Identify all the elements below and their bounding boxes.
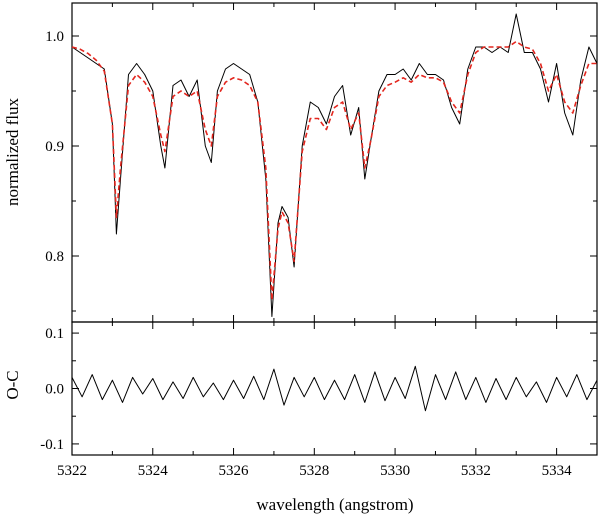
residual-axis-title: O-C [3, 370, 22, 399]
x-tick-label: 5334 [542, 463, 573, 479]
x-tick-label: 5332 [461, 463, 491, 479]
flux-panel: 0.8 0.9 1.0 [45, 2, 598, 323]
y-tick-label: -0.1 [40, 437, 64, 453]
series-residuals [71, 365, 598, 412]
wavelength-axis-title: wavelength (angstrom) [256, 495, 413, 514]
series-model [71, 40, 597, 301]
x-tick-label: 5322 [57, 463, 87, 479]
y-tick-label: 0.8 [45, 249, 64, 265]
x-tick-label: 5324 [138, 463, 169, 479]
x-tick-label: 5328 [299, 463, 329, 479]
y-tick-label: 1.0 [45, 29, 64, 45]
y-tick-label: 0.0 [45, 382, 64, 398]
x-tick-label: 5330 [380, 463, 410, 479]
residual-panel: 5322 5324 5326 5328 5330 5332 5334 -0.1 0.0 0.1 [40, 321, 598, 479]
y-tick-label: 0.1 [45, 326, 64, 342]
plot-frame [71, 321, 598, 456]
series-observed [71, 13, 598, 317]
y-tick-label: 0.9 [45, 139, 64, 155]
x-tick-label: 5326 [219, 463, 250, 479]
plot-frame [71, 2, 598, 323]
flux-axis-title: normalized flux [3, 97, 22, 206]
